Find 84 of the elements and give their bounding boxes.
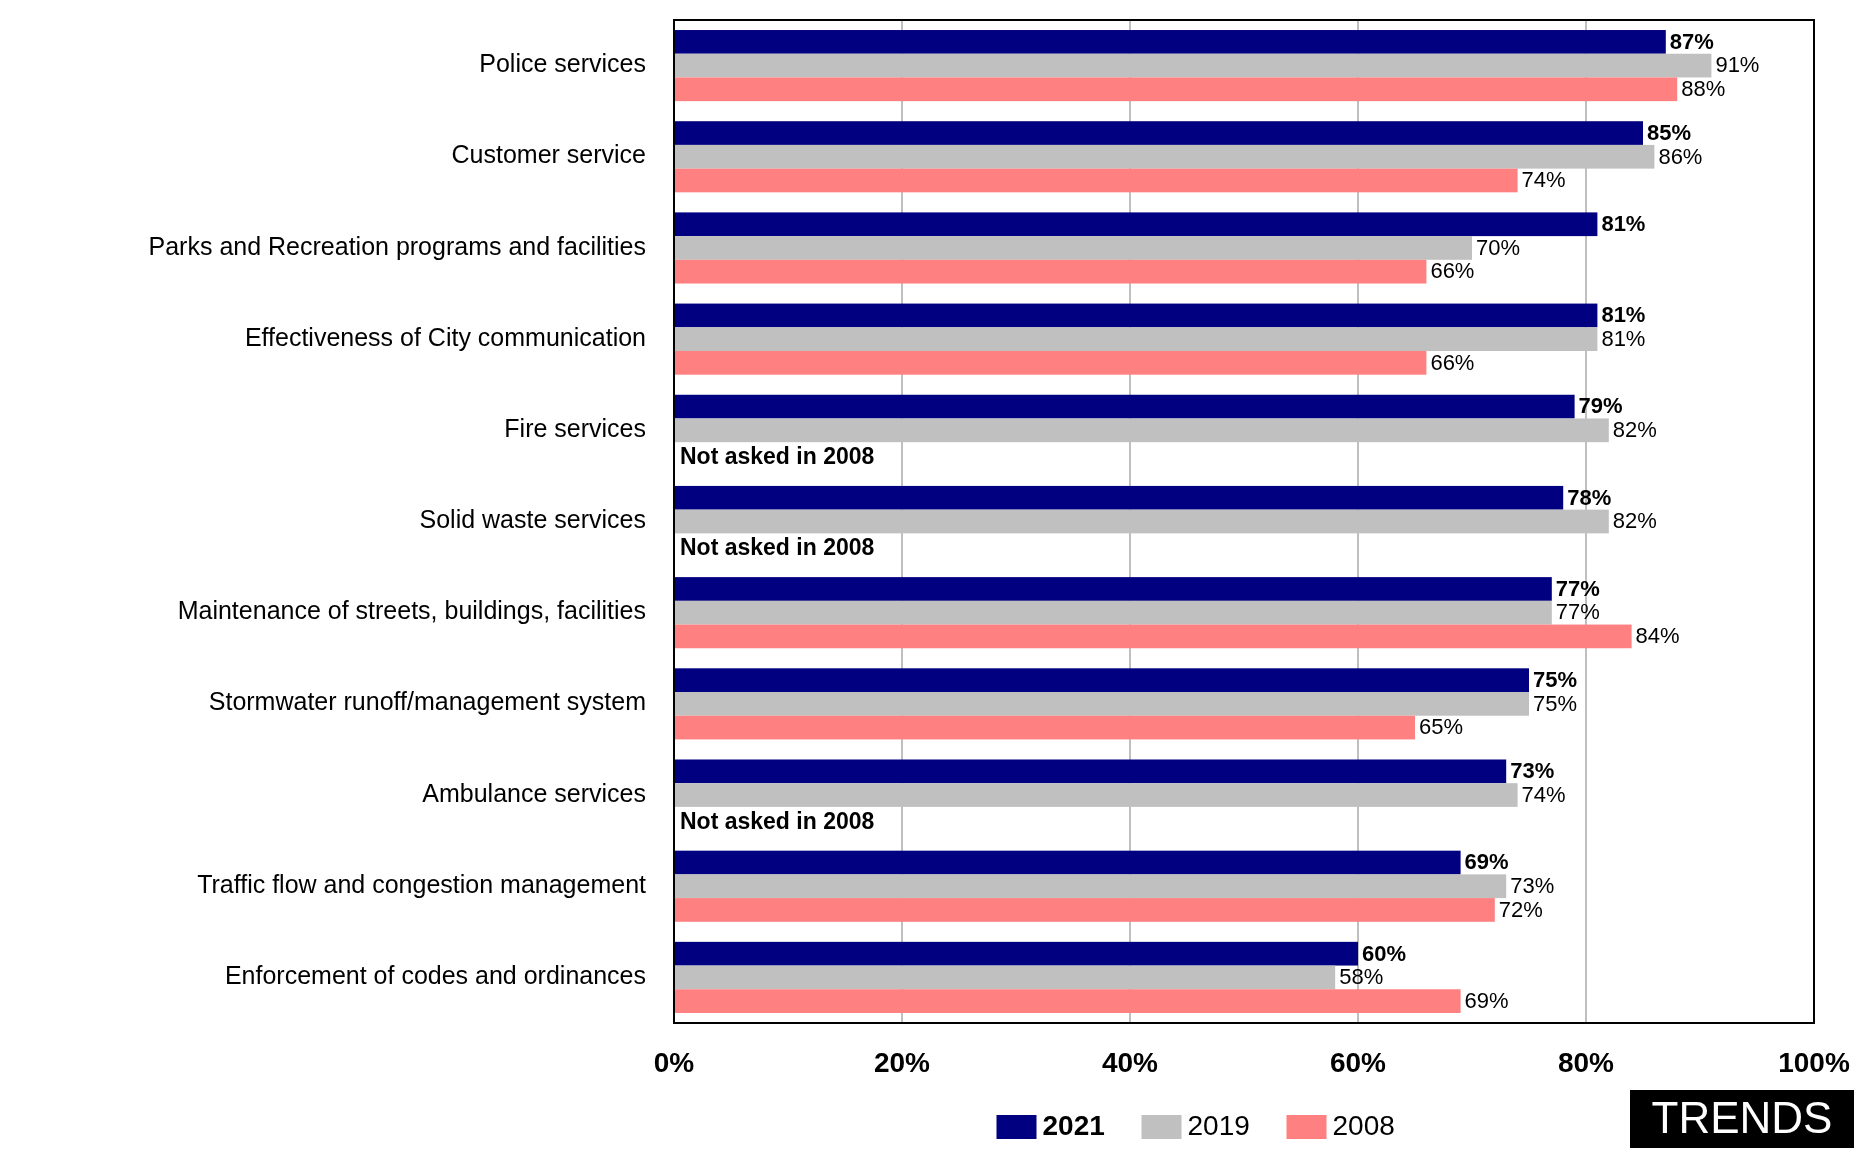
data-label: 77% bbox=[1555, 575, 1600, 601]
data-label: 88% bbox=[1681, 76, 1726, 102]
bar bbox=[674, 989, 1461, 1013]
bar bbox=[674, 327, 1598, 351]
data-label: 75% bbox=[1533, 690, 1578, 716]
x-tick-label: 20% bbox=[873, 1047, 931, 1079]
y-tick-label: Effectiveness of City communication bbox=[244, 322, 646, 351]
x-tick-label: 80% bbox=[1557, 1047, 1615, 1079]
y-tick-label: Enforcement of codes and ordinances bbox=[224, 961, 646, 990]
data-label: 75% bbox=[1533, 666, 1578, 692]
bar bbox=[674, 485, 1564, 510]
bar bbox=[674, 77, 1678, 102]
x-tick-label: 40% bbox=[1101, 1047, 1159, 1079]
data-label: 66% bbox=[1430, 258, 1475, 284]
y-tick-label: Ambulance services bbox=[422, 778, 646, 807]
data-label: 78% bbox=[1567, 484, 1612, 510]
y-tick-label: Fire services bbox=[504, 413, 646, 442]
y-tick-label: Customer service bbox=[451, 140, 646, 169]
data-label: 79% bbox=[1578, 393, 1623, 419]
bar bbox=[674, 624, 1632, 649]
bar bbox=[674, 783, 1518, 807]
data-label: 87% bbox=[1669, 28, 1714, 54]
data-label: 73% bbox=[1510, 873, 1555, 899]
bar bbox=[674, 850, 1461, 875]
data-label: 70% bbox=[1476, 234, 1521, 260]
bar bbox=[674, 577, 1552, 601]
data-label: 74% bbox=[1521, 781, 1566, 807]
y-tick-label: Traffic flow and congestion management bbox=[197, 869, 647, 898]
bar bbox=[674, 236, 1472, 260]
bar bbox=[674, 600, 1552, 625]
bar bbox=[674, 668, 1529, 693]
data-label: 86% bbox=[1658, 143, 1703, 169]
bar bbox=[674, 144, 1655, 169]
data-label: 60% bbox=[1362, 940, 1407, 966]
y-tick-label: Solid waste services bbox=[419, 505, 646, 534]
data-label: 69% bbox=[1464, 987, 1509, 1013]
y-tick-label: Maintenance of streets, buildings, facilities bbox=[177, 596, 646, 625]
text: Not asked in 2008 bbox=[680, 443, 875, 470]
data-label: 81% bbox=[1601, 302, 1646, 328]
y-tick-label: Parks and Recreation programs and facilities bbox=[148, 231, 646, 260]
data-label: 65% bbox=[1419, 714, 1464, 740]
data-label: 72% bbox=[1498, 896, 1543, 922]
bar bbox=[674, 692, 1529, 716]
data-label: 81% bbox=[1601, 325, 1646, 351]
data-label: 58% bbox=[1339, 964, 1384, 990]
bar bbox=[674, 418, 1609, 443]
bar bbox=[674, 941, 1358, 966]
data-label: 85% bbox=[1647, 119, 1692, 145]
bar bbox=[674, 394, 1575, 419]
bar bbox=[674, 212, 1598, 237]
legend-label: 2021 bbox=[1042, 1110, 1105, 1142]
x-tick-label: 0% bbox=[653, 1047, 695, 1079]
bar bbox=[674, 874, 1507, 899]
data-label: 84% bbox=[1635, 623, 1680, 649]
y-tick-label: Police services bbox=[479, 49, 646, 78]
legend-label: 2019 bbox=[1187, 1110, 1250, 1142]
bar bbox=[674, 168, 1518, 193]
bar bbox=[674, 759, 1507, 784]
bar bbox=[674, 121, 1643, 145]
data-label: 82% bbox=[1612, 417, 1657, 443]
data-label: 69% bbox=[1464, 849, 1509, 875]
data-label: 73% bbox=[1510, 758, 1555, 784]
bar bbox=[674, 509, 1609, 534]
bar bbox=[674, 30, 1666, 54]
x-tick-label: 100% bbox=[1778, 1047, 1850, 1079]
bar bbox=[674, 350, 1427, 375]
text: Not asked in 2008 bbox=[680, 534, 875, 561]
y-tick-label: Stormwater runoff/management system bbox=[208, 687, 646, 716]
data-label: 81% bbox=[1601, 211, 1646, 237]
legend-label: 2008 bbox=[1332, 1110, 1395, 1142]
bar bbox=[674, 303, 1598, 328]
data-label: 66% bbox=[1430, 349, 1475, 375]
bar bbox=[674, 898, 1495, 922]
data-label: 74% bbox=[1521, 167, 1566, 193]
text: TRENDS bbox=[1651, 1092, 1833, 1142]
bar bbox=[674, 53, 1712, 78]
text: Not asked in 2008 bbox=[680, 807, 875, 834]
data-label: 82% bbox=[1612, 508, 1657, 534]
data-label: 91% bbox=[1715, 52, 1760, 78]
bar bbox=[674, 259, 1427, 284]
bar bbox=[674, 715, 1415, 740]
data-label: 77% bbox=[1555, 599, 1600, 625]
x-tick-label: 60% bbox=[1329, 1047, 1387, 1079]
bar bbox=[674, 965, 1336, 990]
